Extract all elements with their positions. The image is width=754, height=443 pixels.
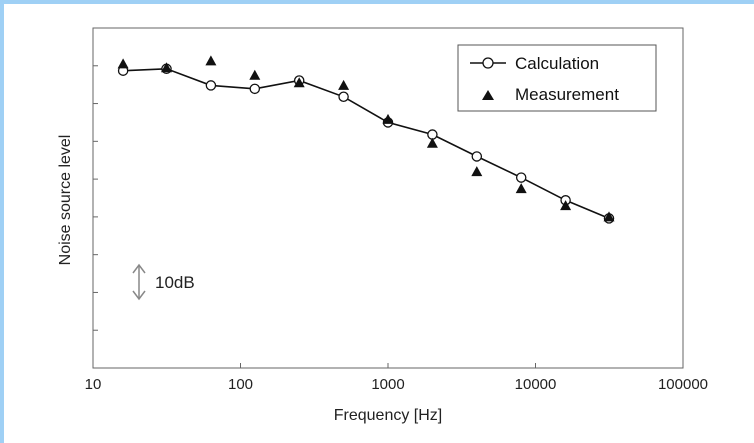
measurement-point	[117, 58, 129, 69]
scale-arrow-up-icon	[132, 263, 146, 274]
x-axis-title: Frequency [Hz]	[334, 407, 442, 424]
y-axis-title: Noise source level	[57, 135, 74, 266]
calculation-point	[471, 151, 483, 162]
x-tick-label: 100000	[658, 376, 708, 393]
calculation-point	[338, 91, 349, 103]
measurement-point	[515, 183, 527, 194]
x-tick-label: 100	[228, 376, 253, 393]
scale-marker: 10dB	[132, 263, 195, 301]
calculation-point	[205, 80, 217, 91]
measurement-point	[249, 69, 261, 80]
calculation-point	[515, 172, 527, 183]
measurement-point	[161, 62, 172, 73]
scale-arrow-down-icon	[132, 290, 146, 301]
x-axis-ticks: 10 100 1000 10000 100000	[85, 363, 708, 393]
measurement-point	[382, 113, 394, 124]
measurement-point	[560, 200, 572, 211]
measurement-point	[603, 211, 615, 222]
legend-measurement-label: Measurement	[515, 85, 619, 104]
legend-calculation-marker	[482, 57, 494, 69]
measurement-point	[338, 79, 350, 90]
y-axis-ticks	[93, 65, 98, 331]
measurement-point	[293, 77, 305, 88]
x-tick-label: 1000	[371, 376, 404, 393]
measurement-point	[471, 166, 483, 177]
calculation-point	[249, 83, 261, 95]
x-tick-label: 10	[85, 376, 102, 393]
legend: Calculation Measurement	[457, 44, 657, 112]
series-measurement	[117, 55, 615, 222]
measurement-point	[205, 55, 217, 66]
scale-label: 10dB	[155, 273, 195, 292]
measurement-point	[426, 137, 438, 148]
legend-calculation-label: Calculation	[515, 54, 599, 73]
x-tick-label: 10000	[515, 376, 557, 393]
calculation-line	[123, 67, 610, 220]
legend-measurement-marker	[482, 90, 494, 100]
